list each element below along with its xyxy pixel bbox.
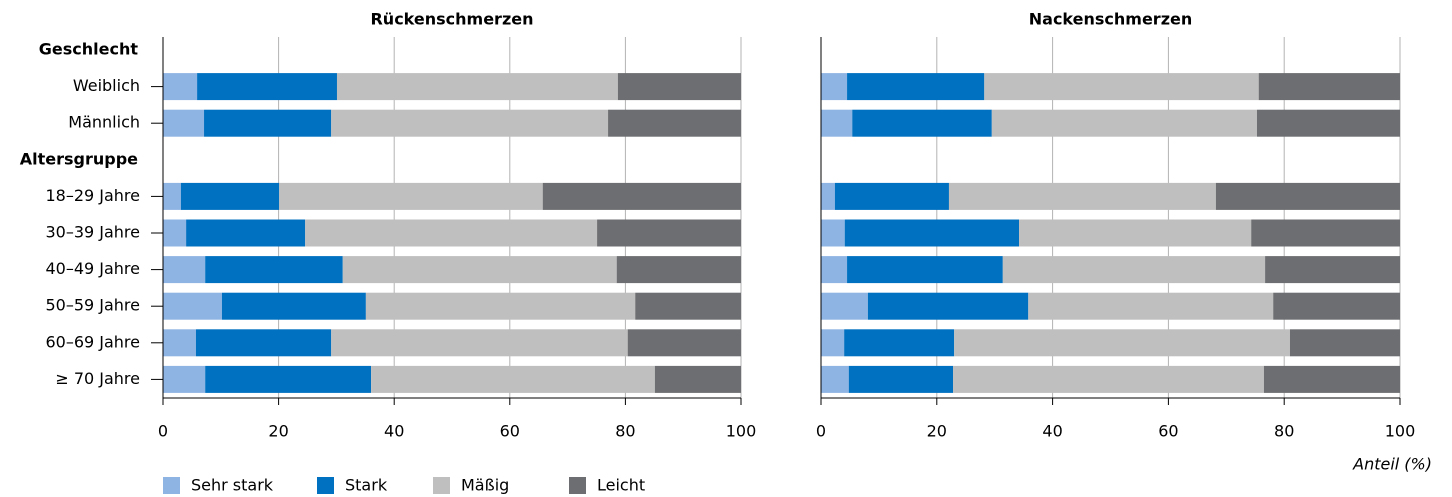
x-tick-label: 40: [1042, 422, 1062, 441]
bar-segment: [627, 329, 741, 357]
y-tick-label: Männlich: [68, 113, 140, 132]
bar-segment: [365, 292, 636, 320]
bar-segment: [847, 73, 985, 101]
bar-segment: [834, 182, 949, 210]
bar-segment: [163, 329, 196, 357]
bar-segment: [205, 256, 343, 284]
bar-segment: [163, 73, 198, 101]
bar-segment: [597, 219, 741, 247]
bar-segment: [163, 182, 181, 210]
x-tick-label: 60: [1158, 422, 1178, 441]
bar-segment: [635, 292, 741, 320]
bar-segment: [948, 182, 1216, 210]
bar-segment: [163, 256, 206, 284]
x-tick-label: 80: [615, 422, 635, 441]
legend-label: Mäßig: [461, 476, 509, 495]
bar-segment: [371, 365, 655, 393]
legend-swatch: [569, 477, 586, 494]
x-tick-label: 0: [816, 422, 826, 441]
bar-segment: [221, 292, 366, 320]
bar-segment: [1258, 73, 1400, 101]
bar-segment: [616, 256, 741, 284]
y-tick-label: ≥ 70 Jahre: [55, 369, 140, 388]
legend-swatch: [163, 477, 180, 494]
bar-segment: [821, 365, 849, 393]
bar-segment: [852, 109, 992, 137]
bar-segment: [867, 292, 1029, 320]
bar-segment: [331, 329, 628, 357]
x-axis-label: Anteil (%): [1352, 455, 1432, 474]
y-tick-label: 50–59 Jahre: [45, 296, 140, 315]
x-tick-label: 100: [1385, 422, 1416, 441]
x-tick-label: 60: [500, 422, 520, 441]
legend-swatch: [433, 477, 450, 494]
bar-segment: [608, 109, 741, 137]
bar-segment: [205, 365, 372, 393]
bar-segment: [617, 73, 741, 101]
y-tick-label: Weiblich: [73, 76, 140, 95]
y-tick-label: 60–69 Jahre: [45, 332, 140, 351]
bar-segment: [1265, 256, 1400, 284]
bar-segment: [953, 365, 1264, 393]
bar-segment: [844, 329, 955, 357]
bar-segment: [1002, 256, 1266, 284]
bar-segment: [821, 182, 835, 210]
x-tick-label: 40: [384, 422, 404, 441]
bar-segment: [163, 365, 206, 393]
bar-segment: [821, 109, 853, 137]
bar-segment: [163, 292, 222, 320]
chart-title: Rückenschmerzen: [370, 10, 533, 29]
bar-segment: [954, 329, 1290, 357]
bar-segment: [336, 73, 618, 101]
bar-segment: [180, 182, 280, 210]
bar-segment: [342, 256, 617, 284]
legend-label: Leicht: [597, 476, 645, 495]
bar-segment: [305, 219, 598, 247]
bar-segment: [848, 365, 954, 393]
y-tick-label: 30–39 Jahre: [45, 223, 140, 242]
bar-segment: [163, 219, 187, 247]
x-tick-label: 0: [158, 422, 168, 441]
x-tick-label: 100: [726, 422, 757, 441]
group-label: Altersgruppe: [20, 149, 138, 168]
bar-segment: [1263, 365, 1400, 393]
bar-segment: [821, 329, 845, 357]
y-tick-label: 40–49 Jahre: [45, 259, 140, 278]
bar-segment: [821, 256, 848, 284]
bar-segment: [1215, 182, 1400, 210]
legend-swatch: [317, 477, 334, 494]
bar-segment: [331, 109, 609, 137]
bar-segment: [542, 182, 741, 210]
bar-segment: [991, 109, 1257, 137]
y-tick-label: 18–29 Jahre: [45, 186, 140, 205]
bar-segment: [195, 329, 332, 357]
bar-segment: [1256, 109, 1400, 137]
legend-label: Stark: [345, 476, 388, 495]
bar-segment: [279, 182, 543, 210]
bar-segment: [186, 219, 306, 247]
bar-segment: [163, 109, 205, 137]
bar-segment: [654, 365, 741, 393]
bar-segment: [821, 292, 868, 320]
bar-segment: [1019, 219, 1252, 247]
bar-segment: [984, 73, 1259, 101]
chart-title: Nackenschmerzen: [1029, 10, 1193, 29]
x-tick-label: 80: [1274, 422, 1294, 441]
group-label: Geschlecht: [39, 40, 139, 59]
bar-segment: [1028, 292, 1274, 320]
bar-segment: [821, 219, 845, 247]
bar-segment: [1251, 219, 1400, 247]
x-tick-label: 20: [927, 422, 947, 441]
bar-segment: [204, 109, 332, 137]
bar-segment: [1273, 292, 1400, 320]
bar-segment: [844, 219, 1020, 247]
x-tick-label: 20: [268, 422, 288, 441]
bar-segment: [197, 73, 337, 101]
bar-segment: [821, 73, 848, 101]
bar-segment: [1289, 329, 1400, 357]
bar-segment: [847, 256, 1003, 284]
legend-label: Sehr stark: [191, 476, 274, 495]
